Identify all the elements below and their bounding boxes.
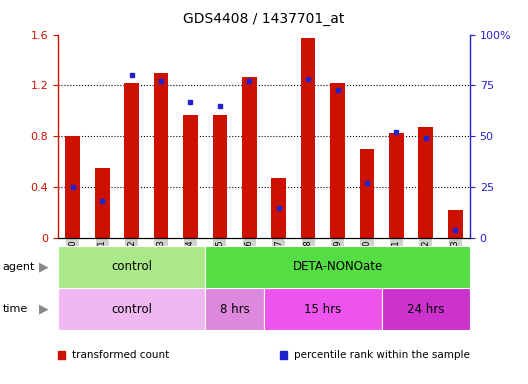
Text: percentile rank within the sample: percentile rank within the sample: [294, 350, 469, 360]
Text: 24 hrs: 24 hrs: [407, 303, 445, 316]
Text: control: control: [111, 303, 152, 316]
Bar: [58, 246, 205, 288]
Bar: [382, 288, 470, 330]
Bar: [95, 168, 110, 238]
Bar: [154, 73, 168, 238]
Text: control: control: [111, 260, 152, 273]
Bar: [58, 288, 205, 330]
Text: time: time: [3, 304, 28, 314]
Bar: [264, 288, 382, 330]
Bar: [65, 136, 80, 238]
Bar: [183, 115, 198, 238]
Bar: [124, 83, 139, 238]
Bar: [389, 132, 404, 238]
Bar: [330, 83, 345, 238]
Bar: [242, 76, 257, 238]
Text: ▶: ▶: [39, 303, 49, 316]
Bar: [448, 210, 463, 238]
Text: agent: agent: [3, 262, 35, 272]
Text: 8 hrs: 8 hrs: [220, 303, 249, 316]
Text: ▶: ▶: [39, 260, 49, 273]
Bar: [205, 288, 264, 330]
Text: DETA-NONOate: DETA-NONOate: [293, 260, 383, 273]
Bar: [205, 246, 470, 288]
Bar: [212, 115, 227, 238]
Bar: [418, 127, 433, 238]
Bar: [271, 178, 286, 238]
Text: 15 hrs: 15 hrs: [304, 303, 342, 316]
Text: transformed count: transformed count: [72, 350, 169, 360]
Bar: [360, 149, 374, 238]
Bar: [301, 38, 316, 238]
Text: GDS4408 / 1437701_at: GDS4408 / 1437701_at: [183, 12, 345, 25]
